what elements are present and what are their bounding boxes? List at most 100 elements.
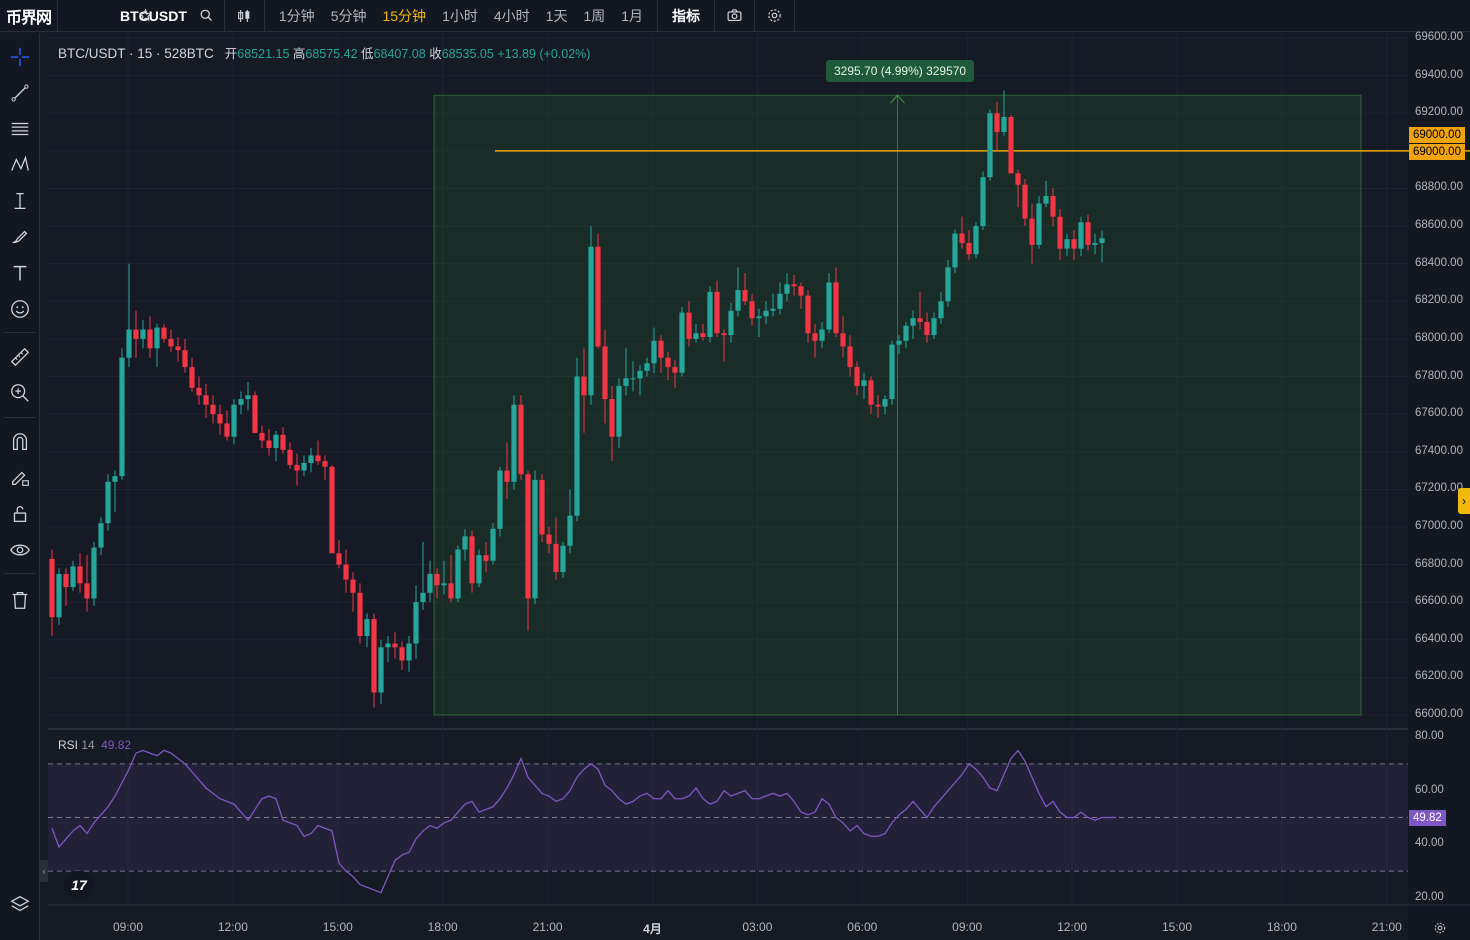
interval-1d[interactable]: 1天 (545, 7, 568, 24)
candle-body (343, 564, 349, 580)
close-value: 68535.05 (441, 47, 494, 61)
horizontal-lines-icon (11, 122, 29, 136)
price-tick-label: 66600.00 (1415, 595, 1463, 608)
symbol-name[interactable]: BTCUSDT (120, 7, 187, 24)
drawing-toolbar (0, 33, 40, 940)
text-tool[interactable] (6, 259, 34, 287)
interval-tabs: 1分钟 5分钟 15分钟 1小时 4小时 1天 1周 1月 (265, 0, 659, 32)
chart-background (48, 33, 1470, 940)
tradingview-logo[interactable]: 17 (63, 871, 95, 899)
candle-body (336, 553, 342, 565)
eye-icon (10, 544, 30, 556)
interval-15m[interactable]: 15分钟 (382, 7, 427, 24)
time-tick-label: 09:00 (112, 920, 144, 934)
ohlc-legend: BTC/USDT · 15 · 528BTC 开68521.15 高68575.… (58, 43, 590, 62)
zoom-tool[interactable] (6, 379, 34, 407)
candle-body (833, 282, 839, 334)
hide-drawings-tool[interactable] (6, 536, 34, 564)
candle-body (637, 370, 643, 379)
pattern-icon (11, 155, 29, 171)
magnet-tool[interactable] (6, 428, 34, 456)
candle-body (875, 404, 881, 407)
interval-5m[interactable]: 5分钟 (330, 7, 367, 24)
pencil-lock-icon (12, 471, 29, 486)
candle-body (434, 573, 440, 586)
crosshair-tool[interactable] (6, 43, 34, 71)
delete-drawings-tool[interactable] (6, 586, 34, 614)
candle-body (133, 329, 139, 339)
low-label: 低 (361, 47, 374, 61)
open-value: 68521.15 (237, 47, 290, 61)
pattern-tool[interactable] (6, 151, 34, 179)
collapse-toolbar-button[interactable]: ‹ (40, 860, 48, 882)
candle-body (1099, 238, 1105, 243)
candle-body (105, 481, 111, 524)
price-chart[interactable] (48, 33, 1470, 940)
candle-body (378, 647, 384, 693)
candle-body (574, 376, 580, 516)
emoji-tool[interactable] (6, 295, 34, 323)
candle-body (973, 226, 979, 255)
candle-body (1085, 222, 1091, 245)
candle-body (427, 573, 433, 593)
candle-body (168, 338, 174, 347)
lock-all-tool[interactable] (6, 500, 34, 528)
candle-body (686, 312, 692, 339)
candle-body (1050, 195, 1056, 217)
candle-body (588, 246, 594, 396)
time-tick-label: 03:00 (742, 920, 773, 934)
close-label: 收 (429, 47, 442, 61)
interval-4h[interactable]: 4小时 (493, 7, 530, 24)
layers-tool[interactable] (6, 890, 34, 918)
candle-body (1001, 116, 1007, 133)
candle-body (777, 293, 783, 309)
screenshot-button[interactable] (715, 0, 756, 32)
price-tick-label: 68200.00 (1415, 294, 1463, 307)
price-tick-label: 67800.00 (1415, 369, 1463, 382)
candle-body (70, 566, 76, 588)
settings-button[interactable] (755, 0, 796, 32)
low-value: 68407.08 (373, 47, 426, 61)
candle-body (924, 321, 930, 336)
top-toolbar: 币界网 BTCUSDT 1分钟 5分钟 15分钟 1小时 4小时 1天 1周 1… (0, 0, 1470, 32)
gear-icon[interactable] (1433, 921, 1447, 935)
candle-body (728, 310, 734, 336)
text-icon (13, 265, 27, 281)
symbol-search[interactable]: BTCUSDT (58, 0, 225, 32)
candle-body (966, 242, 972, 255)
search-icon[interactable] (199, 8, 214, 23)
lock-drawing-tool[interactable] (6, 464, 34, 492)
candle-body (273, 434, 279, 448)
candle-body (812, 333, 818, 341)
candle-body (532, 479, 538, 599)
interval-1M[interactable]: 1月 (621, 7, 644, 24)
candle-body (721, 333, 727, 336)
candle-body (483, 555, 489, 561)
interval-1h[interactable]: 1小时 (442, 7, 478, 24)
fib-tool[interactable] (6, 115, 34, 143)
trend-line-tool[interactable] (6, 79, 34, 107)
scroll-to-latest-button[interactable]: › (1458, 488, 1470, 514)
projection-icon (14, 193, 26, 209)
candle-body (280, 434, 286, 450)
candle-body (693, 333, 699, 339)
interval-1m[interactable]: 1分钟 (278, 7, 315, 24)
projection-tool[interactable] (6, 187, 34, 215)
candle-body (224, 423, 230, 437)
ruler-tool[interactable] (6, 343, 34, 371)
indicators-button[interactable]: 指标 (658, 0, 716, 32)
candle-body (448, 583, 454, 599)
brush-tool[interactable] (6, 223, 34, 251)
candle-body (189, 367, 195, 388)
candle-body (903, 325, 909, 341)
candle-body (714, 291, 720, 334)
chart-type-button[interactable] (225, 0, 265, 32)
site-logo[interactable]: 币界网 (0, 0, 58, 32)
star-icon[interactable] (138, 8, 153, 23)
candle-body (651, 340, 657, 364)
rsi-value: 49.82 (101, 738, 132, 752)
price-tick-label: 67600.00 (1415, 407, 1463, 420)
interval-1w[interactable]: 1周 (583, 7, 606, 24)
candle-body (616, 385, 622, 437)
candle-body (217, 414, 223, 424)
